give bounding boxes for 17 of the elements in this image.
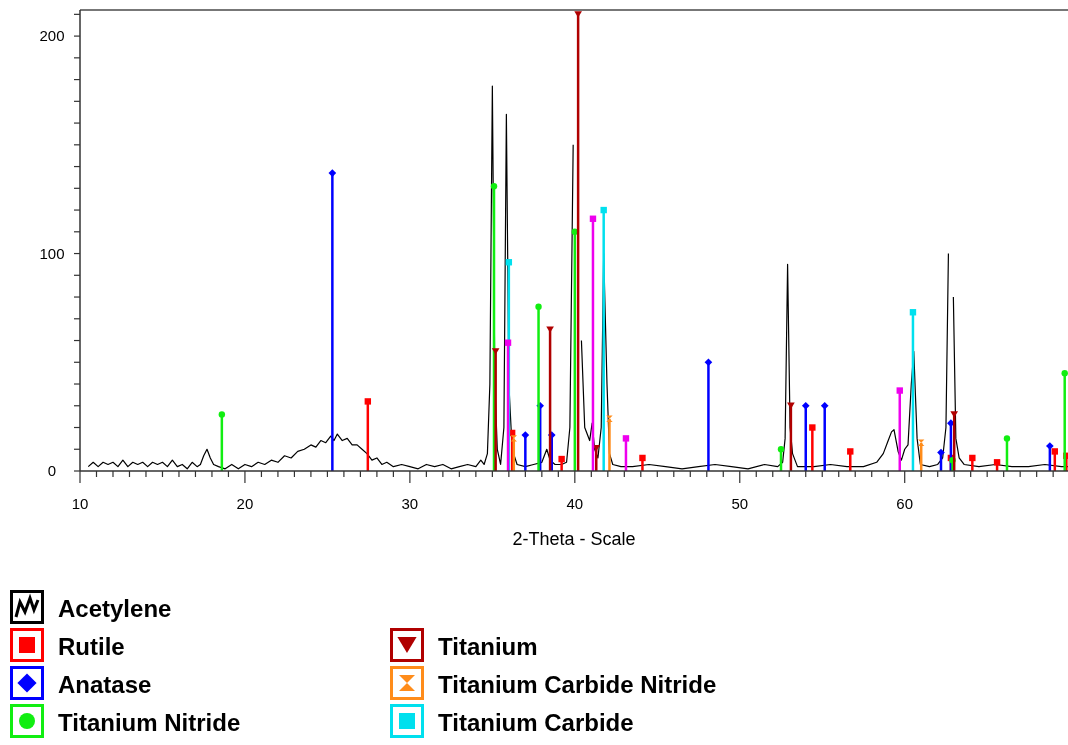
x-tick-label: 60 [896,495,914,512]
legend-label: Titanium Carbide [438,709,634,736]
legend-label: Anatase [58,671,152,698]
y-tick-label: 200 [39,27,65,45]
x-tick-label: 50 [731,495,749,512]
legend-label: Titanium [438,633,538,660]
legend-label: Acetylene [58,595,172,622]
x-tick-label: 10 [71,495,89,512]
x-tick-label: 20 [236,495,254,512]
x-tick-label: 40 [566,495,584,512]
legend-label: Titanium Carbide Nitride [438,671,717,698]
legend-label: Rutile [58,633,125,660]
y-tick-label: 100 [39,244,65,262]
x-axis-title: 2-Theta - Scale [512,529,636,549]
x-tick-label: 30 [401,495,419,512]
y-tick-label: 0 [47,462,57,479]
legend-label: Titanium Nitride [58,709,241,736]
